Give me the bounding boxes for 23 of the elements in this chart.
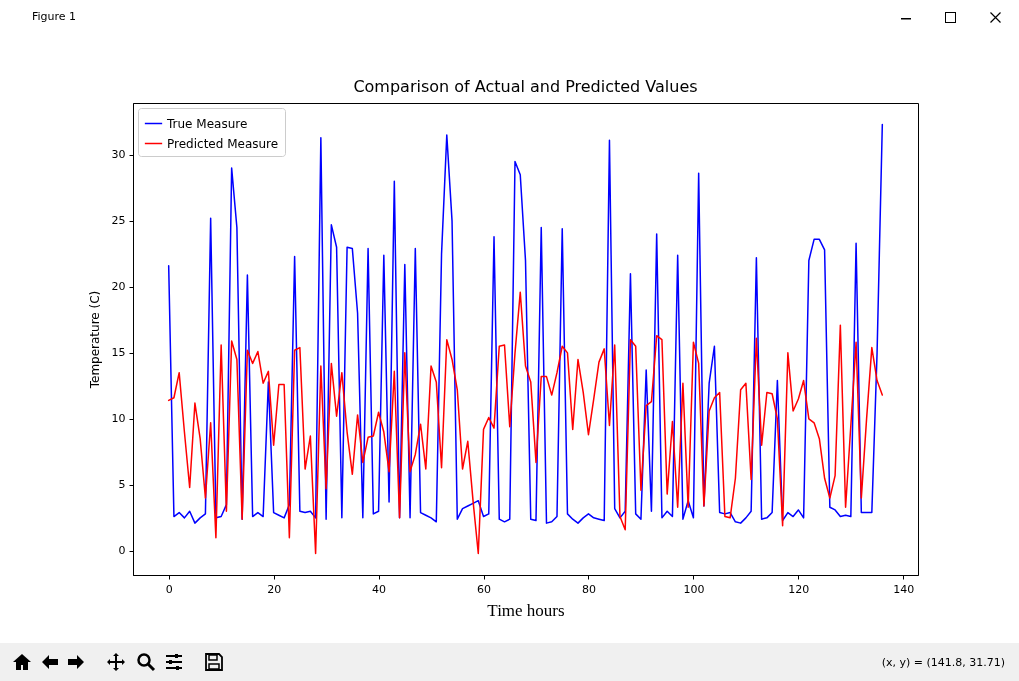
y-tick-label: 10 [111, 412, 126, 426]
y-tick-label: 0 [118, 544, 126, 558]
x-tick-label: 100 [683, 582, 705, 596]
y-tick-label: 25 [111, 214, 126, 228]
x-axis-title: Time hours [487, 600, 565, 620]
y-axis-title: Temperature (C) [87, 290, 102, 390]
caption: Figure 1 [32, 10, 77, 23]
x-tick-label: 20 [267, 582, 282, 596]
x-tick-label: 40 [372, 582, 387, 596]
x-tick-label: 140 [893, 582, 915, 596]
line-series [167, 291, 884, 555]
y-tick-label: 15 [111, 346, 126, 360]
legend-label: Predicted Measure [167, 136, 279, 151]
y-tick-label: 20 [111, 280, 126, 294]
legend-label: True Measure [166, 116, 248, 131]
x-tick-label: 0 [165, 582, 173, 596]
y-tick-label: 5 [118, 478, 126, 492]
x-tick-label: 120 [788, 582, 810, 596]
chart-title: Comparison of Actual and Predicted Values [353, 77, 698, 96]
x-tick-label: 80 [581, 582, 596, 596]
x-tick-label: 60 [477, 582, 492, 596]
y-tick-label: 30 [111, 148, 126, 162]
text: (x, y) = (141.8, 31.71) [881, 656, 1005, 669]
